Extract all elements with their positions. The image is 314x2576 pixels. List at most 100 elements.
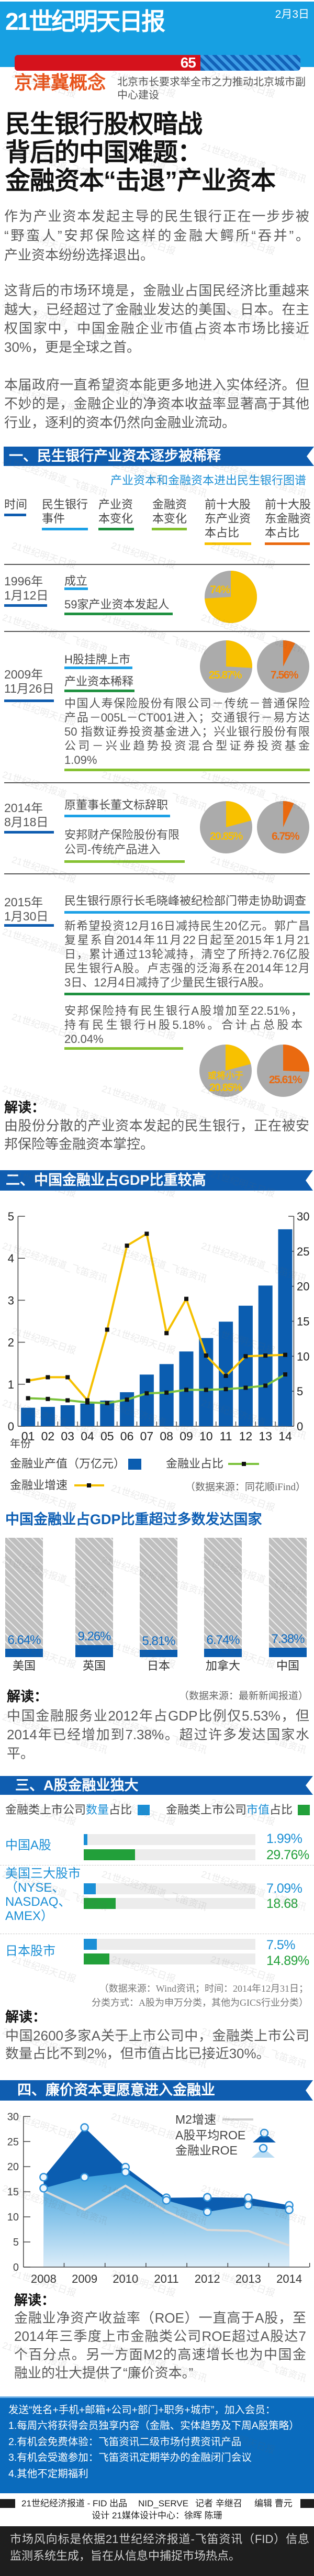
country-bar-fill xyxy=(75,1645,113,1657)
legend-output-swatch xyxy=(128,1459,141,1470)
financial-change-line: 产品－005L－CT001进入；交通银行－易方达 xyxy=(64,710,310,724)
pie-chart-financial-share: 6.75% xyxy=(257,801,309,853)
a-share-roe-legend-icon xyxy=(253,2128,276,2142)
cap-share-value: 18.68 xyxy=(266,1896,298,1911)
column-header-line: 民生银行 xyxy=(42,497,88,511)
data-point xyxy=(39,2184,48,2193)
left-tick-label: 4 xyxy=(8,1252,14,1265)
y-tick-label: 5 xyxy=(13,2237,19,2248)
x-tick-label: 07 xyxy=(140,1429,154,1443)
pie-chart-industrial-share: 25.87% xyxy=(200,640,252,693)
column-header-line: 东产业资 xyxy=(205,512,251,525)
paragraph-line: 邦保险等金融资本掌控。 xyxy=(4,1136,154,1152)
pie-slice-value xyxy=(283,640,295,667)
reading-label: 解读： xyxy=(7,1689,48,1704)
data-point xyxy=(243,1354,248,1359)
column-header-line: 本变化 xyxy=(152,512,187,525)
data-point xyxy=(203,2207,212,2216)
right-tick-label: 15 xyxy=(297,1315,309,1328)
country-bar-value: 5.81% xyxy=(142,1634,175,1648)
market-label-line: （NYSE、 xyxy=(5,1880,65,1895)
column-header-line: 产业资 xyxy=(98,497,133,511)
legend-highlight: 市值 xyxy=(246,1803,270,1816)
data-point xyxy=(65,1375,70,1380)
right-tick-label: 25 xyxy=(297,1245,309,1258)
watermark: 21世纪明天日报 xyxy=(110,854,177,885)
country-chart-title: 中国金融业占GDP比重超过多数发达国家 xyxy=(5,1512,262,1527)
row-divider xyxy=(4,873,310,874)
credit-block-right xyxy=(300,2499,314,2508)
membership-line: 3.有机会受邀参加：飞笛资讯定期举办的金融闭门会议 xyxy=(8,2452,252,2464)
country-name: 加拿大 xyxy=(205,1659,240,1672)
data-point xyxy=(162,2196,171,2205)
pie-chart-financial-share: 7.56% xyxy=(257,640,309,693)
data-point xyxy=(80,2173,89,2182)
left-tick-label: 0 xyxy=(8,1420,14,1433)
right-tick-label: 10 xyxy=(297,1350,309,1363)
date-line: 2009年 xyxy=(4,667,43,681)
left-tick-label: 1 xyxy=(8,1378,14,1391)
credit-code: NID_SERVE xyxy=(138,2499,189,2508)
pie-svg xyxy=(257,1045,309,1097)
country-bar-value: 9.26% xyxy=(77,1629,111,1644)
left-tick-label: 3 xyxy=(8,1294,14,1307)
financial-change: 安邦财产保险股份有限 公司-传统产品进入 xyxy=(64,828,180,857)
financial-change-line: 20.04% xyxy=(64,1032,104,1046)
membership-line: 4.其他不定期福利 xyxy=(8,2468,88,2480)
count-share-value: 7.5% xyxy=(266,1938,295,1952)
industrial-underline xyxy=(64,690,134,692)
paragraph-line: 个百分点。另一方面M2的高速增长也为中国金 xyxy=(14,2346,306,2362)
paragraph-line: 产业资本纷纷选择退出。 xyxy=(4,247,154,263)
event-underline xyxy=(64,815,170,817)
pie-svg xyxy=(257,801,309,853)
financial-change-line: 公司-传统产品进入 xyxy=(64,843,161,856)
watermark: 21世纪经济报道_飞笛资讯 xyxy=(1,612,109,656)
bar xyxy=(80,1403,95,1426)
pie-chart-industrial-share: 或将小于 20.85% xyxy=(199,1045,252,1097)
reading-text: 由股份分散的产业资本发起的民生银行，正在被安 邦保险等金融资本掌控。 xyxy=(4,1117,309,1153)
data-point xyxy=(263,1353,268,1358)
series-line xyxy=(28,1373,286,1404)
y-tick-label: 15 xyxy=(7,2186,19,2198)
disclaimer-panel xyxy=(0,2526,314,2576)
country-name: 美国 xyxy=(12,1659,36,1672)
section-header-3: 三、A股金融业独大 xyxy=(0,1776,313,1795)
membership-line: 2.有机会免费体验：飞笛资讯二级市场付费资讯产品 xyxy=(8,2436,242,2448)
market-label-line: AMEX） xyxy=(5,1908,54,1923)
legend-count-swatch xyxy=(138,1805,150,1815)
financial-underline xyxy=(64,769,310,771)
count-share-track xyxy=(84,1939,255,1950)
event-underline xyxy=(64,667,132,669)
chart-source: （数据来源：Wind资讯；时间：2014年12月31日； 分类方式：A股为申万分… xyxy=(92,1982,308,2010)
y-tick-label: 20 xyxy=(7,2161,19,2173)
country-bar-fill xyxy=(5,1648,43,1657)
timeline-date: 2009年 11月26日 xyxy=(4,668,54,696)
row-divider xyxy=(4,631,310,632)
column-header-industrial-share: 前十大股 东产业资 本占比 xyxy=(205,497,251,540)
paragraph-line: 30%，更是全球之首。 xyxy=(4,339,141,355)
x-tick-label: 01 xyxy=(21,1429,35,1443)
data-point xyxy=(121,2168,130,2177)
bar xyxy=(21,1407,36,1426)
event-underline xyxy=(64,587,88,590)
market-label: 日本股市 xyxy=(5,1945,55,1958)
title-line: 背后的中国难题： xyxy=(5,139,203,166)
data-point xyxy=(204,1353,208,1358)
date-line: 1月30日 xyxy=(4,909,49,923)
x-tick-label: 09 xyxy=(180,1429,193,1443)
data-point xyxy=(144,1391,149,1396)
date-underline xyxy=(4,604,47,607)
paragraph-line: 金融业净资产收益率（ROE）一直高于A股，至 xyxy=(14,2309,306,2326)
data-point xyxy=(223,1387,228,1392)
icon-marker xyxy=(260,2128,269,2138)
chart-source: （数据来源：同花顺iFind） xyxy=(185,1482,306,1493)
paragraph-line: 数量占比不到2%，但市值占比已接近30%。 xyxy=(5,2046,270,2061)
financial-underline xyxy=(64,1047,183,1050)
count-share-bar xyxy=(84,1834,87,1845)
market-label: 中国A股 xyxy=(5,1839,51,1852)
x-axis-title: 年份 xyxy=(10,1438,31,1450)
event-text: H股挂牌上市 xyxy=(64,653,130,666)
country-bar-fill xyxy=(269,1647,307,1657)
x-tick-label: 04 xyxy=(81,1429,94,1443)
